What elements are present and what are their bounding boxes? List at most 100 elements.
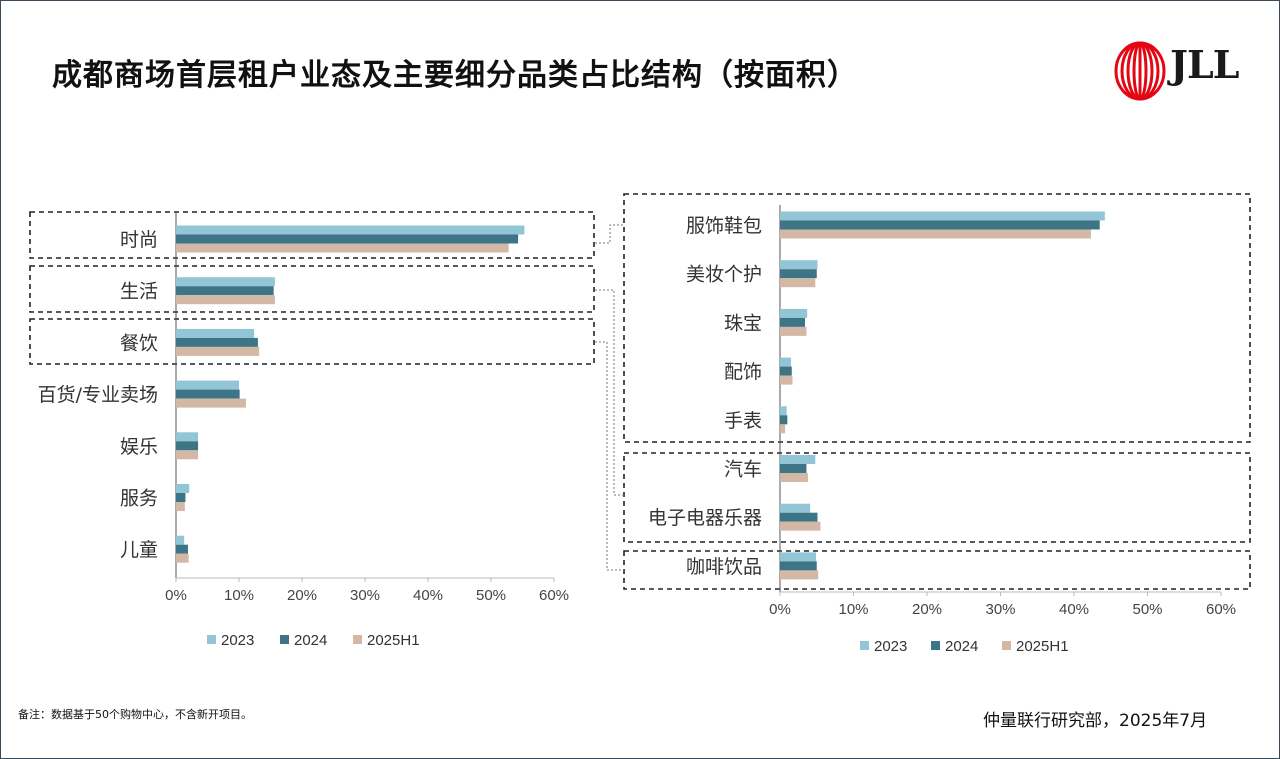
x-tick-label: 0% bbox=[769, 601, 791, 618]
bar-2024 bbox=[780, 415, 788, 425]
legend-label: 2024 bbox=[945, 638, 978, 655]
jll-logo-mark-icon bbox=[1114, 41, 1166, 101]
category-label: 珠宝 bbox=[724, 312, 762, 334]
bar-2024 bbox=[176, 286, 274, 296]
category-label: 时尚 bbox=[120, 229, 158, 251]
x-tick-label: 0% bbox=[165, 587, 187, 604]
x-tick-label: 60% bbox=[539, 587, 569, 604]
box-fnb bbox=[29, 318, 595, 365]
x-tick-label: 40% bbox=[413, 587, 443, 604]
connector-fashion bbox=[595, 224, 624, 244]
bar-2025h1 bbox=[176, 502, 185, 511]
bar-2023 bbox=[780, 552, 817, 562]
bar-2023 bbox=[780, 357, 792, 367]
x-tick-label: 40% bbox=[1059, 601, 1089, 618]
bar-2024 bbox=[176, 441, 199, 451]
source-text: 仲量联行研究部，2025年7月 bbox=[983, 711, 1208, 731]
x-tick-label: 60% bbox=[1206, 601, 1236, 618]
category-label: 服务 bbox=[120, 488, 158, 510]
bar-2024 bbox=[780, 366, 792, 376]
bar-2023 bbox=[176, 277, 275, 287]
x-tick-label: 50% bbox=[1132, 601, 1162, 618]
box-fashion-detail bbox=[623, 193, 1251, 443]
footnote: 备注：数据基于50个购物中心，不含新开项目。 bbox=[18, 708, 252, 721]
legend-swatch bbox=[931, 641, 940, 650]
x-tick-label: 50% bbox=[476, 587, 506, 604]
bar-2024 bbox=[780, 220, 1100, 230]
connector-fnb bbox=[595, 341, 624, 571]
legend-label: 2025H1 bbox=[1016, 638, 1069, 655]
bar-2023 bbox=[176, 380, 239, 390]
legend-label: 2023 bbox=[874, 638, 907, 655]
bar-2024 bbox=[780, 561, 817, 571]
connector-lines bbox=[595, 224, 624, 571]
legend-label: 2025H1 bbox=[367, 632, 420, 649]
x-tick-label: 10% bbox=[838, 601, 868, 618]
box-lifestyle-detail bbox=[623, 452, 1251, 543]
bar-2023 bbox=[780, 260, 818, 270]
box-fashion bbox=[29, 211, 595, 259]
category-label: 儿童 bbox=[120, 539, 158, 561]
category-label: 生活 bbox=[120, 281, 158, 303]
legend-swatch bbox=[353, 635, 362, 644]
category-label: 娱乐 bbox=[120, 436, 158, 458]
bar-2025h1 bbox=[176, 398, 246, 408]
bar-2025h1 bbox=[176, 450, 199, 460]
legend-swatch bbox=[1002, 641, 1011, 650]
x-tick-label: 30% bbox=[350, 587, 380, 604]
bar-2024 bbox=[780, 512, 818, 522]
category-label: 餐饮 bbox=[120, 332, 158, 354]
bar-2025h1 bbox=[780, 278, 816, 288]
category-label: 百货/专业卖场 bbox=[38, 384, 158, 406]
bar-2024 bbox=[176, 493, 186, 502]
box-lifestyle bbox=[29, 265, 595, 313]
page-title: 成都商场首层租户业态及主要细分品类占比结构（按面积） bbox=[52, 58, 858, 93]
bar-2024 bbox=[176, 544, 188, 554]
bar-2025h1 bbox=[780, 229, 1091, 239]
bar-2025h1 bbox=[780, 570, 819, 580]
bar-2025h1 bbox=[780, 473, 808, 482]
bar-2023 bbox=[176, 484, 190, 493]
bar-2024 bbox=[780, 269, 817, 279]
bar-2024 bbox=[780, 464, 807, 473]
bar-2025h1 bbox=[176, 346, 260, 356]
bar-2025h1 bbox=[176, 295, 275, 305]
category-label: 汽车 bbox=[724, 459, 762, 481]
category-label: 服饰鞋包 bbox=[686, 215, 762, 237]
bar-2024 bbox=[780, 317, 805, 327]
bar-2023 bbox=[176, 432, 199, 442]
bar-2023 bbox=[780, 503, 811, 513]
legend-swatch bbox=[207, 635, 216, 644]
x-tick-label: 20% bbox=[912, 601, 942, 618]
bar-2024 bbox=[176, 337, 258, 347]
bar-2025h1 bbox=[780, 326, 807, 336]
x-tick-label: 20% bbox=[287, 587, 317, 604]
bar-2025h1 bbox=[780, 375, 793, 385]
bar-2023 bbox=[780, 455, 816, 464]
category-label: 美妆个护 bbox=[686, 264, 762, 286]
bar-2023 bbox=[780, 308, 808, 318]
bar-2025h1 bbox=[780, 521, 821, 531]
legend-swatch bbox=[860, 641, 869, 650]
bar-2023 bbox=[780, 406, 787, 416]
bar-2025h1 bbox=[176, 553, 189, 563]
legend-label: 2023 bbox=[221, 632, 254, 649]
bar-2023 bbox=[176, 328, 255, 338]
x-tick-label: 10% bbox=[224, 587, 254, 604]
bar-2023 bbox=[780, 211, 1105, 221]
jll-logo-text: JLL bbox=[1170, 42, 1239, 87]
chart-right-subcategories: 0% 10% 20% 30% 40% 50% 60% 服饰鞋包美妆个护珠宝配饰手表汽车电子电器… bbox=[648, 205, 1236, 655]
bar-2023 bbox=[176, 225, 525, 235]
category-label: 咖啡饮品 bbox=[686, 556, 762, 578]
connector-lifestyle bbox=[595, 289, 624, 496]
category-label: 电子电器乐器 bbox=[648, 507, 762, 529]
legend-swatch bbox=[280, 635, 289, 644]
category-label: 配饰 bbox=[724, 361, 762, 383]
bar-2025h1 bbox=[176, 243, 509, 253]
bar-2024 bbox=[176, 389, 240, 399]
category-label: 手表 bbox=[724, 410, 762, 432]
legend-label: 2024 bbox=[294, 632, 327, 649]
jll-logo: JLL bbox=[1112, 40, 1247, 102]
